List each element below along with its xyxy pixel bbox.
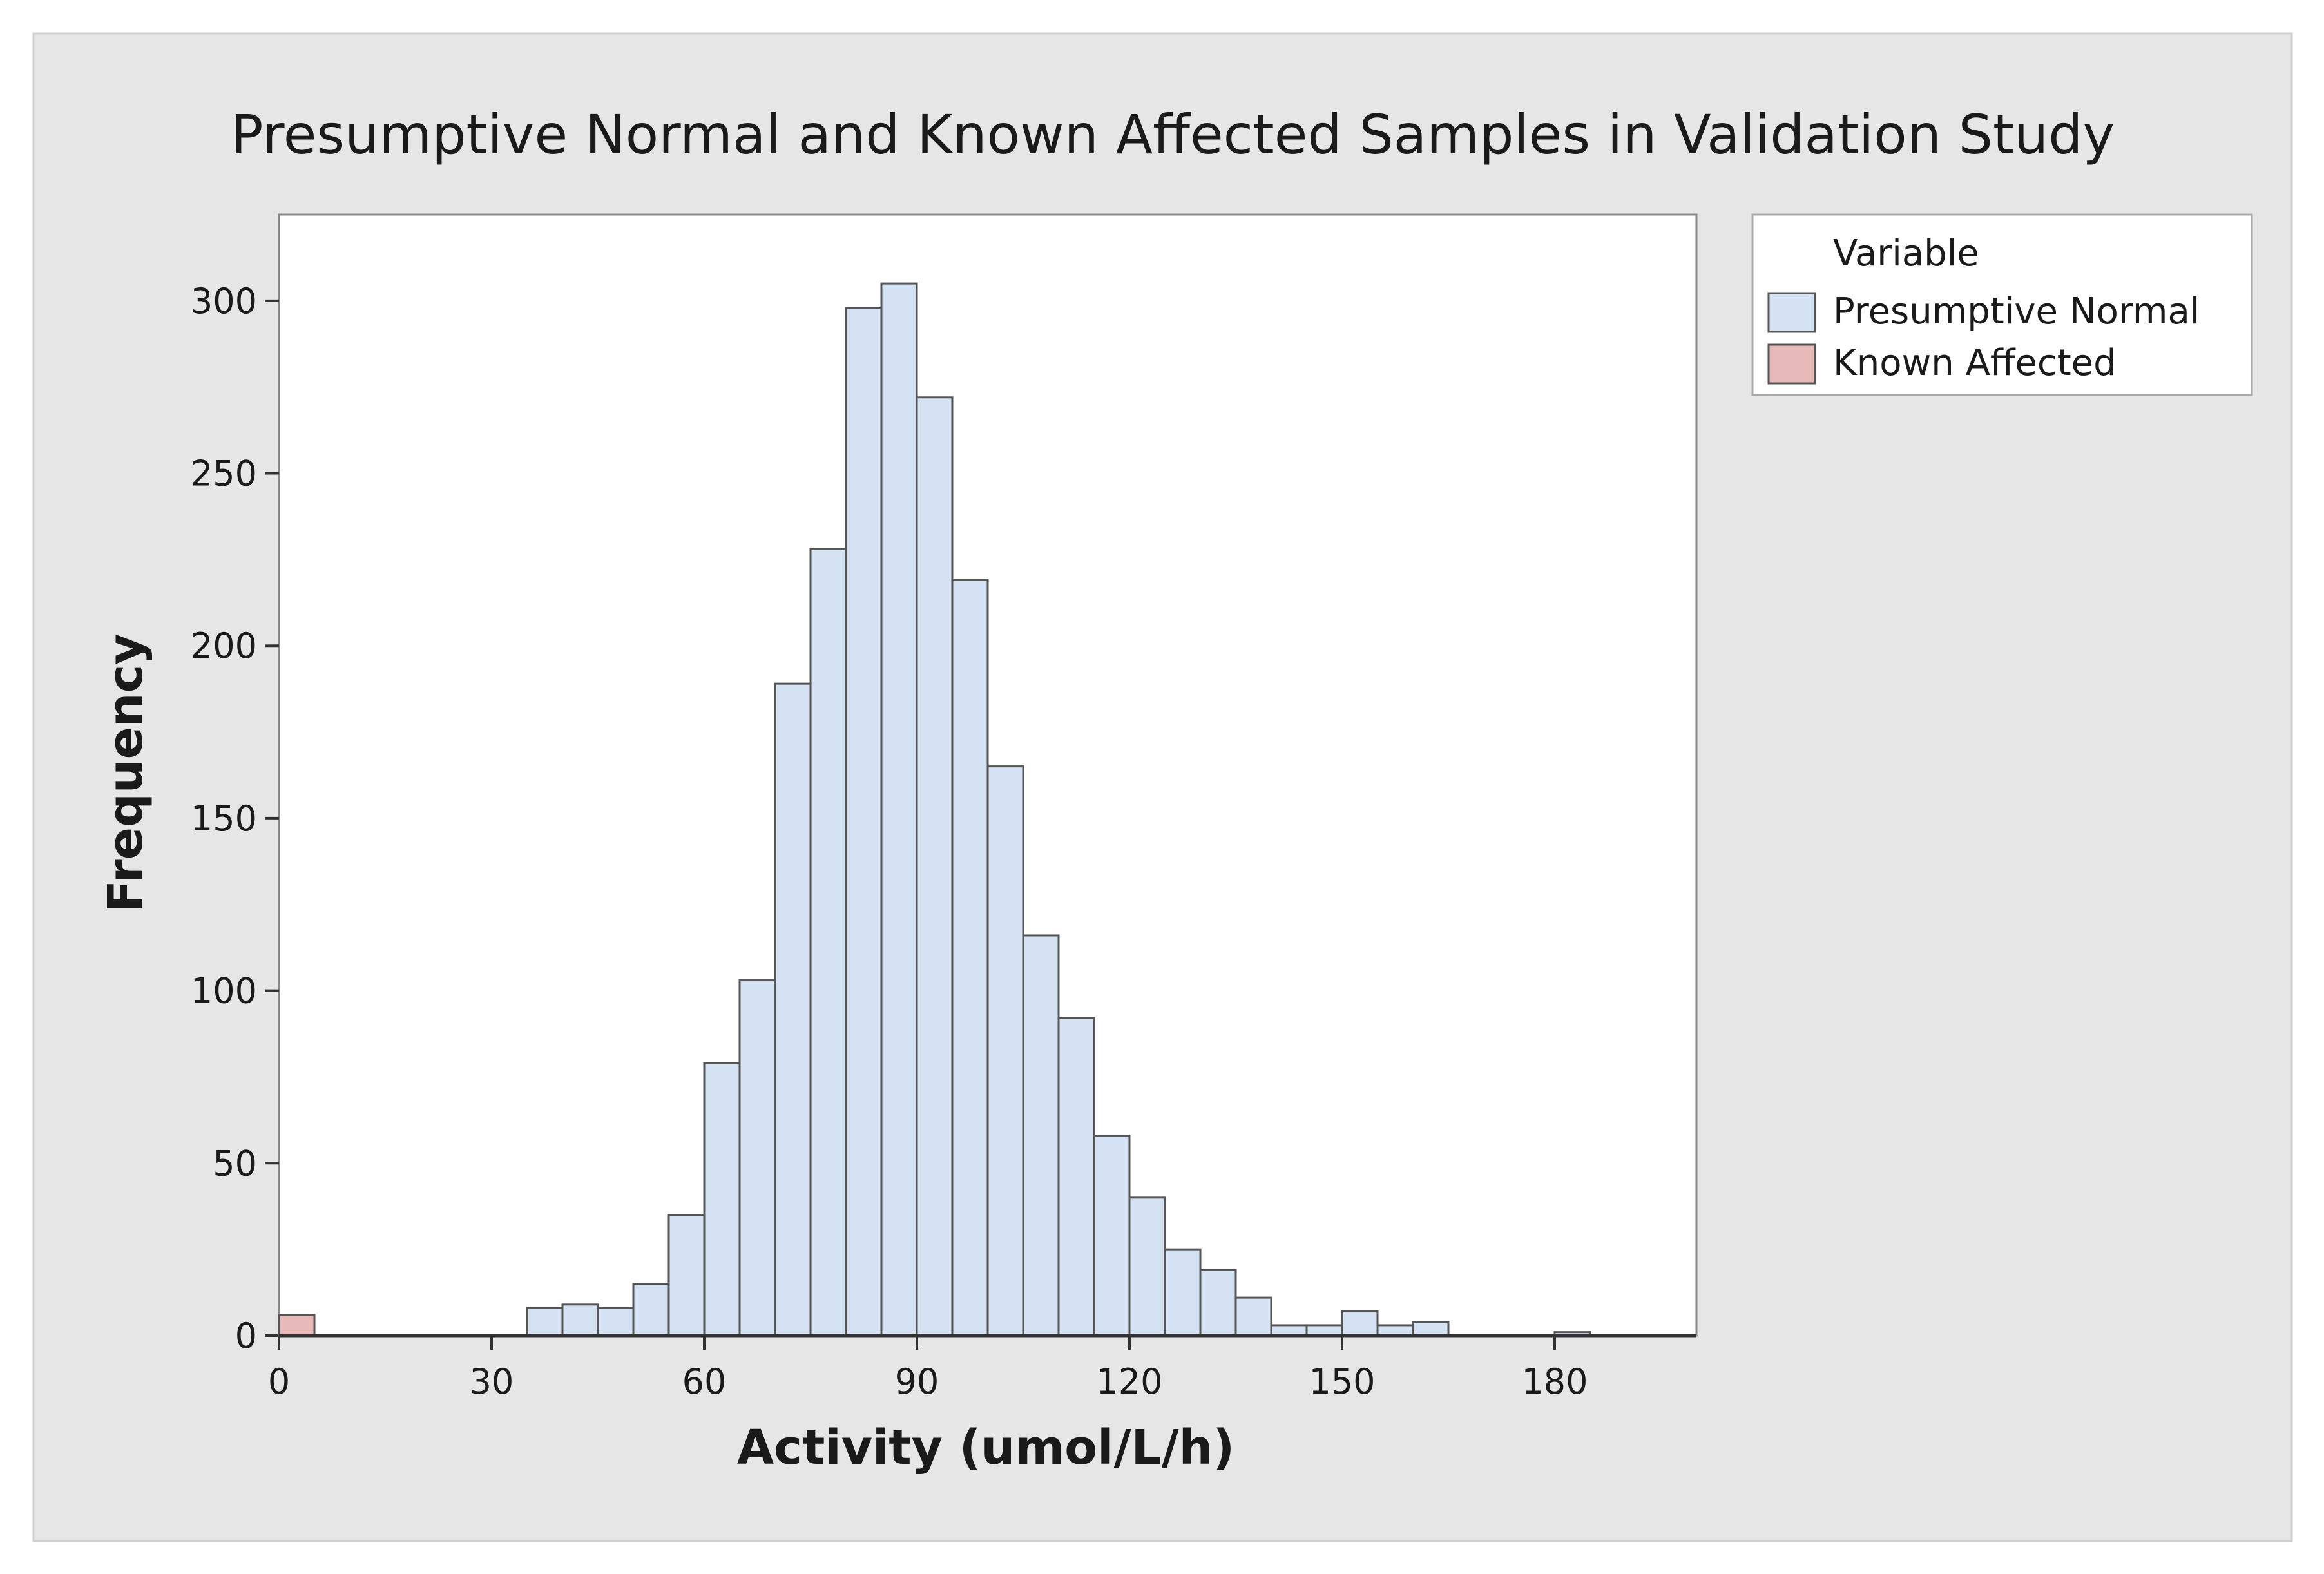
x-tick-label: 90 — [895, 1361, 939, 1402]
y-tick-label: 50 — [213, 1143, 257, 1184]
y-tick-label: 250 — [191, 454, 257, 494]
bar-presumptive-normal — [1022, 934, 1060, 1337]
x-tick-label: 120 — [1096, 1361, 1162, 1402]
x-tick-label: 150 — [1309, 1361, 1375, 1402]
y-axis-label: Frequency — [98, 633, 153, 912]
x-tick-label: 0 — [268, 1361, 290, 1402]
x-tick-label: 60 — [682, 1361, 727, 1402]
y-tick-label: 300 — [191, 281, 257, 322]
bar-presumptive-normal — [1093, 1134, 1131, 1337]
legend-box — [1751, 213, 2253, 396]
x-axis: 0 30 60 90 120 150 180 — [268, 1336, 1588, 1402]
bar-presumptive-normal — [1128, 1196, 1166, 1337]
bar-presumptive-normal — [1199, 1269, 1237, 1337]
y-axis: 0 50 100 150 200 250 300 — [191, 281, 279, 1356]
y-tick-label: 0 — [235, 1316, 257, 1356]
bar-presumptive-normal — [845, 307, 883, 1337]
x-tick-label: 30 — [470, 1361, 514, 1402]
legend-label-presumptive-normal: Presumptive Normal — [1833, 291, 2200, 332]
chart-title: Presumptive Normal and Known Affected Sa… — [231, 103, 2115, 166]
bar-known-affected — [278, 1314, 316, 1337]
bar-presumptive-normal — [1234, 1296, 1272, 1337]
bar-presumptive-normal — [526, 1307, 564, 1337]
y-tick-label: 100 — [191, 971, 257, 1012]
bar-presumptive-normal — [1057, 1017, 1095, 1337]
bar-presumptive-normal — [597, 1307, 635, 1337]
bar-presumptive-normal — [667, 1214, 706, 1337]
x-tick-label: 180 — [1521, 1361, 1588, 1402]
y-tick-label: 200 — [191, 626, 257, 666]
bar-presumptive-normal — [986, 765, 1024, 1337]
bar-presumptive-normal — [951, 579, 989, 1337]
bar-presumptive-normal — [774, 682, 812, 1337]
bar-presumptive-normal — [880, 282, 918, 1337]
x-axis-label: Activity (umol/L/h) — [737, 1420, 1234, 1475]
bar-presumptive-normal — [809, 548, 847, 1337]
legend: Variable Presumptive Normal Known Affect… — [1751, 213, 2253, 396]
bar-presumptive-normal — [1412, 1321, 1450, 1337]
bar-presumptive-normal — [561, 1303, 599, 1337]
legend-label-known-affected: Known Affected — [1833, 342, 2117, 384]
bar-presumptive-normal — [632, 1283, 670, 1337]
bar-presumptive-normal — [1341, 1310, 1379, 1337]
bar-presumptive-normal — [738, 979, 776, 1337]
bar-presumptive-normal — [703, 1062, 741, 1337]
bar-presumptive-normal — [1164, 1248, 1202, 1337]
legend-title: Variable — [1833, 233, 1979, 274]
legend-swatch-presumptive-normal — [1767, 292, 1816, 333]
legend-swatch-known-affected — [1767, 343, 1816, 385]
bar-presumptive-normal — [916, 396, 954, 1337]
y-tick-label: 150 — [191, 798, 257, 839]
